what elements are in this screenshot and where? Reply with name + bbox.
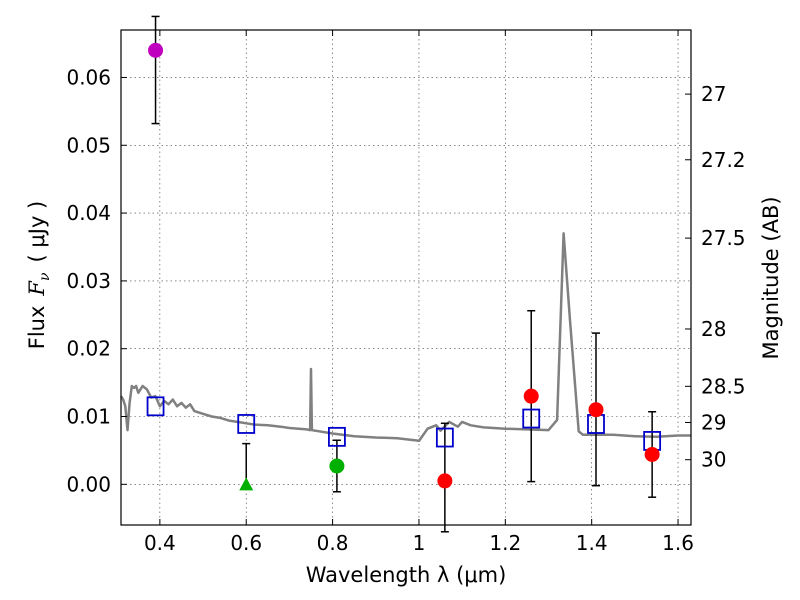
y2-axis-ticks: 27 27.2 27.5 28 28.5 29 30 — [685, 82, 746, 472]
y2-axis-label: Magnitude (AB) — [759, 196, 783, 359]
x-tick-label: 1.2 — [489, 531, 521, 555]
observed-point — [437, 473, 453, 489]
y-axis-label-sub: ν — [37, 272, 53, 281]
model-spectrum — [119, 232, 691, 443]
model-photometry — [146, 396, 662, 451]
observed-point — [148, 42, 164, 58]
y-axis-label-unit: ( μJy ) — [25, 201, 49, 263]
observed-photometry — [148, 42, 660, 491]
y-tick-label: 0.04 — [66, 201, 111, 225]
x-tick-label: 1.6 — [662, 531, 694, 555]
model-point — [237, 414, 256, 434]
y2-tick-label: 27.2 — [701, 148, 746, 172]
y-axis-ticks: 0.00 0.01 0.02 0.03 0.04 0.05 0.06 — [66, 65, 127, 496]
observed-point — [523, 388, 539, 404]
y-tick-label: 0.05 — [66, 133, 111, 157]
y-tick-label: 0.06 — [66, 65, 111, 89]
y2-tick-label: 28.5 — [701, 374, 746, 398]
model-point — [522, 408, 541, 429]
y2-tick-label: 28 — [701, 317, 726, 341]
x-tick-label: 1.4 — [576, 531, 608, 555]
y-axis-label-prefix: Flux — [25, 306, 49, 350]
x-tick-label: 0.6 — [230, 531, 262, 555]
y2-tick-label: 27.5 — [701, 226, 746, 250]
model-point — [435, 427, 454, 448]
x-tick-label: 0.8 — [317, 531, 349, 555]
model-point — [146, 396, 165, 417]
observed-point — [239, 477, 254, 491]
error-bars — [151, 15, 657, 533]
observed-point — [329, 458, 345, 474]
x-axis-label: Wavelength λ (μm) — [306, 563, 507, 587]
y-tick-label: 0.03 — [66, 269, 111, 293]
x-tick-label: 1 — [413, 531, 426, 555]
y-axis-label: Flux Fν ( μJy ) — [25, 201, 53, 349]
y-axis-label-var: F — [25, 280, 49, 297]
x-tick-label: 0.4 — [144, 531, 176, 555]
y2-tick-label: 27 — [701, 82, 726, 106]
grid-lines — [121, 30, 691, 525]
observed-point — [588, 402, 604, 418]
observed-point — [644, 446, 660, 462]
y2-tick-label: 29 — [701, 410, 726, 434]
y-tick-label: 0.01 — [66, 405, 111, 429]
spectrum-line — [119, 232, 691, 443]
y-tick-label: 0.00 — [66, 472, 111, 496]
plot-frame — [120, 29, 692, 526]
model-point — [328, 426, 346, 447]
y2-tick-label: 30 — [701, 448, 726, 472]
y-tick-label: 0.02 — [66, 337, 111, 361]
x-axis-ticks: 0.4 0.6 0.8 1 1.2 1.4 1.6 — [144, 30, 694, 555]
